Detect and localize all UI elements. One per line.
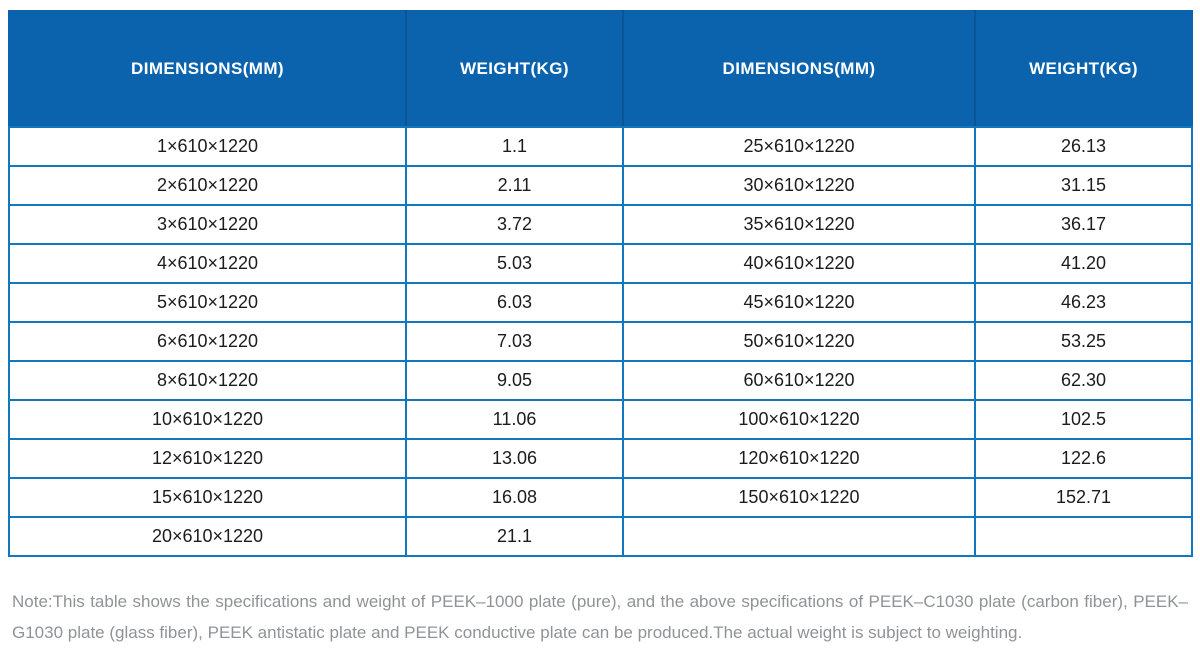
cell-dimensions: 120×610×1220 <box>622 438 976 479</box>
cell-weight: 21.1 <box>405 516 624 557</box>
cell-dimensions: 150×610×1220 <box>622 477 976 518</box>
cell-weight: 7.03 <box>405 321 624 362</box>
cell-dimensions: 40×610×1220 <box>622 243 976 284</box>
cell-dimensions: 8×610×1220 <box>8 360 407 401</box>
table-row: 1×610×1220 1.1 25×610×1220 26.13 <box>8 126 1193 167</box>
cell-weight: 31.15 <box>974 165 1193 206</box>
cell-dimensions: 100×610×1220 <box>622 399 976 440</box>
cell-weight: 62.30 <box>974 360 1193 401</box>
cell-weight: 46.23 <box>974 282 1193 323</box>
cell-weight: 5.03 <box>405 243 624 284</box>
cell-weight: 53.25 <box>974 321 1193 362</box>
cell-weight-empty <box>974 516 1193 557</box>
table-row: 6×610×1220 7.03 50×610×1220 53.25 <box>8 321 1193 362</box>
cell-weight: 1.1 <box>405 126 624 167</box>
cell-dimensions-empty <box>622 516 976 557</box>
header-row: DIMENSIONS(MM) WEIGHT(KG) DIMENSIONS(MM)… <box>8 10 1193 128</box>
table-row: 5×610×1220 6.03 45×610×1220 46.23 <box>8 282 1193 323</box>
col-header-dimensions-left: DIMENSIONS(MM) <box>8 10 407 128</box>
cell-dimensions: 25×610×1220 <box>622 126 976 167</box>
cell-weight: 26.13 <box>974 126 1193 167</box>
cell-dimensions: 50×610×1220 <box>622 321 976 362</box>
cell-dimensions: 1×610×1220 <box>8 126 407 167</box>
table-body: 1×610×1220 1.1 25×610×1220 26.13 2×610×1… <box>8 126 1193 557</box>
table-row: 3×610×1220 3.72 35×610×1220 36.17 <box>8 204 1193 245</box>
cell-dimensions: 6×610×1220 <box>8 321 407 362</box>
cell-dimensions: 45×610×1220 <box>622 282 976 323</box>
note-text: Note:This table shows the specifications… <box>12 592 1188 642</box>
cell-weight: 36.17 <box>974 204 1193 245</box>
cell-weight: 2.11 <box>405 165 624 206</box>
cell-weight: 6.03 <box>405 282 624 323</box>
cell-weight: 16.08 <box>405 477 624 518</box>
table-row: 10×610×1220 11.06 100×610×1220 102.5 <box>8 399 1193 440</box>
cell-dimensions: 20×610×1220 <box>8 516 407 557</box>
cell-dimensions: 35×610×1220 <box>622 204 976 245</box>
table-row: 20×610×1220 21.1 <box>8 516 1193 557</box>
col-header-weight-left: WEIGHT(KG) <box>405 10 624 128</box>
table-header: DIMENSIONS(MM) WEIGHT(KG) DIMENSIONS(MM)… <box>8 10 1193 128</box>
cell-weight: 3.72 <box>405 204 624 245</box>
cell-dimensions: 4×610×1220 <box>8 243 407 284</box>
cell-dimensions: 12×610×1220 <box>8 438 407 479</box>
cell-dimensions: 60×610×1220 <box>622 360 976 401</box>
col-header-dimensions-right: DIMENSIONS(MM) <box>622 10 976 128</box>
cell-weight: 13.06 <box>405 438 624 479</box>
cell-weight: 152.71 <box>974 477 1193 518</box>
table-row: 8×610×1220 9.05 60×610×1220 62.30 <box>8 360 1193 401</box>
table-row: 4×610×1220 5.03 40×610×1220 41.20 <box>8 243 1193 284</box>
cell-dimensions: 2×610×1220 <box>8 165 407 206</box>
spec-table: DIMENSIONS(MM) WEIGHT(KG) DIMENSIONS(MM)… <box>8 10 1193 557</box>
cell-dimensions: 5×610×1220 <box>8 282 407 323</box>
cell-weight: 102.5 <box>974 399 1193 440</box>
table-row: 15×610×1220 16.08 150×610×1220 152.71 <box>8 477 1193 518</box>
col-header-weight-right: WEIGHT(KG) <box>974 10 1193 128</box>
cell-dimensions: 15×610×1220 <box>8 477 407 518</box>
table-row: 2×610×1220 2.11 30×610×1220 31.15 <box>8 165 1193 206</box>
cell-weight: 11.06 <box>405 399 624 440</box>
cell-weight: 41.20 <box>974 243 1193 284</box>
cell-dimensions: 30×610×1220 <box>622 165 976 206</box>
cell-dimensions: 10×610×1220 <box>8 399 407 440</box>
table-row: 12×610×1220 13.06 120×610×1220 122.6 <box>8 438 1193 479</box>
cell-weight: 9.05 <box>405 360 624 401</box>
cell-dimensions: 3×610×1220 <box>8 204 407 245</box>
cell-weight: 122.6 <box>974 438 1193 479</box>
